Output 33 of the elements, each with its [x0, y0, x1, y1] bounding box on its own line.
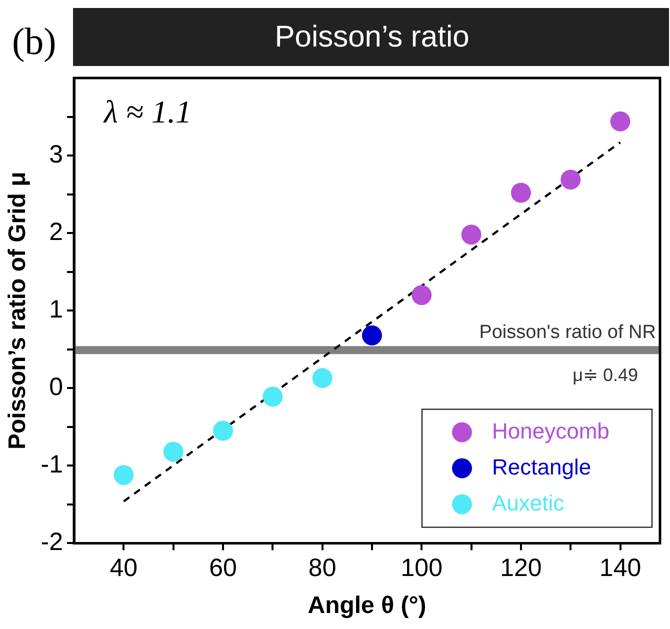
y-tick-label: 3	[49, 140, 64, 168]
point	[114, 464, 134, 485]
ref-line-label: Poisson's ratio of NR	[479, 322, 656, 343]
x-tick-label: 80	[308, 554, 336, 582]
y-axis-title: Poisson’s ratio of Grid μ	[4, 172, 32, 450]
point	[362, 325, 382, 346]
y-tick-label: 0	[49, 373, 64, 402]
point	[163, 442, 184, 462]
y-tick-label: -2	[40, 528, 64, 556]
annotation: μ≑ 0.49	[572, 365, 638, 386]
y-tick-label: 2	[49, 218, 64, 246]
chart-title: Poisson’s ratio	[274, 20, 470, 54]
point	[461, 224, 482, 245]
text: (b)	[12, 20, 56, 63]
point	[412, 285, 432, 306]
point	[213, 420, 234, 441]
x-tick-label: 100	[400, 554, 442, 582]
legend-label: Honeycomb	[492, 418, 610, 444]
x-axis-title: Angle θ (°)	[308, 592, 426, 620]
point	[262, 386, 283, 407]
y-tick-label: 1	[49, 295, 64, 324]
point	[610, 111, 630, 132]
point	[560, 170, 581, 190]
x-tick-label: 140	[599, 554, 642, 582]
legend-label: Rectangle	[492, 454, 592, 480]
legend-label: Auxetic	[492, 490, 564, 516]
x-tick-label: 60	[209, 554, 237, 582]
point	[510, 182, 531, 203]
y-tick-label: -1	[40, 450, 64, 479]
x-tick-label: 120	[500, 554, 542, 582]
x-tick-label: 40	[110, 554, 138, 582]
annotation: λ ≈ 1.1	[103, 93, 192, 130]
point	[312, 368, 332, 388]
